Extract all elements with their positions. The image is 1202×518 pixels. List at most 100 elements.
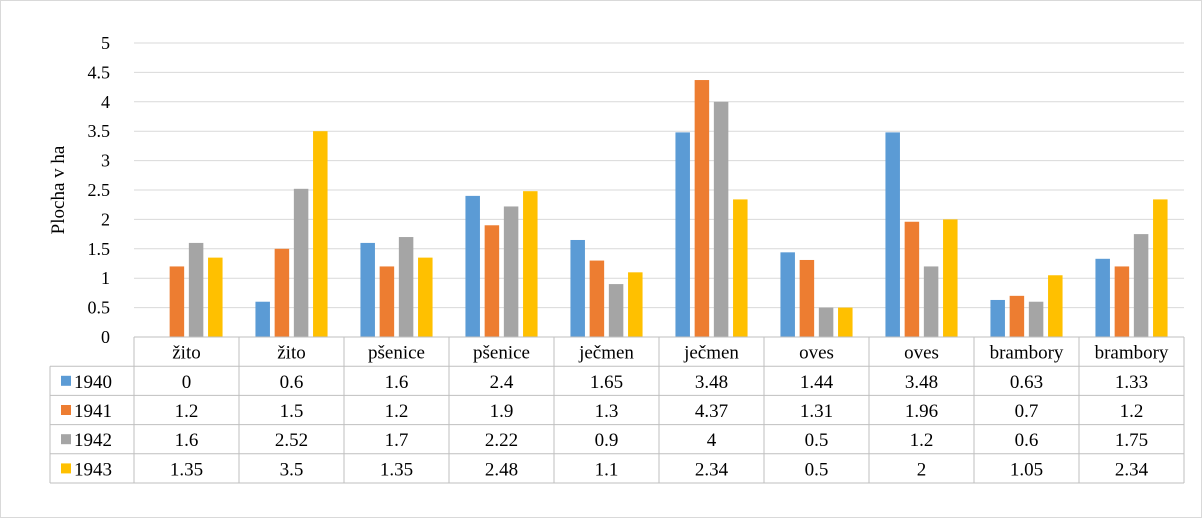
data-label: 2.4 [490,372,514,393]
legend-label: 1943 [74,459,112,480]
bar-1942-1 [188,242,204,337]
category-label: brambory [1095,343,1169,364]
legend-label: 1942 [74,430,112,451]
data-label: 3.5 [280,459,304,480]
bar-1942-8 [923,266,939,337]
data-label: 4.37 [695,401,728,422]
bar-1940-2 [255,301,270,337]
legend-key-1940 [61,375,71,386]
bar-1941-1 [169,266,185,337]
data-label: 4 [707,430,717,451]
bar-1943-3 [418,257,433,337]
category-label: ječmen [683,343,739,364]
bar-1941-2 [274,248,290,337]
bar-1941-3 [379,266,395,337]
data-label: 1.05 [1010,459,1043,480]
bar-1940-10 [1095,258,1110,337]
category-label: žito [277,343,306,364]
legend-key-1942 [61,434,71,445]
data-label: 1.2 [1120,401,1144,422]
bar-1942-3 [398,237,414,337]
bar-1942-7 [818,307,834,337]
y-tick-label: 5 [101,33,110,53]
bar-1941-6 [694,80,710,337]
bars [169,80,1168,337]
bar-1940-9 [990,299,1005,337]
data-label: 1.3 [595,401,619,422]
legend-key-1943 [61,463,71,474]
y-tick-label: 1.5 [88,239,111,259]
legend-label: 1941 [74,401,112,422]
bar-1942-2 [293,188,309,337]
data-label: 1.2 [385,401,409,422]
data-label: 1.6 [385,372,409,393]
bar-1941-5 [589,260,605,337]
data-label: 1.96 [905,401,938,422]
data-label: 1.9 [490,401,514,422]
bar-1941-10 [1114,266,1130,337]
data-label: 0.63 [1010,372,1043,393]
data-label: 0.6 [280,372,304,393]
bar-1942-10 [1133,234,1149,337]
bar-1941-8 [904,221,920,337]
bar-1943-2 [313,131,328,337]
y-tick-label: 4 [101,92,110,112]
bar-1943-7 [838,307,853,337]
bar-1943-1 [208,257,223,337]
bar-1943-6 [733,199,748,337]
data-table: žito žito pšenice pšenice ječmen ječmen oves ov… [49,336,1185,484]
y-axis-ticks: 0 0.5 1 1.5 2 2.5 3 3.5 4 4.5 5 [88,33,111,347]
y-tick-label: 0.5 [88,298,111,318]
data-label: 0.9 [595,430,619,451]
data-label: 1.1 [595,459,619,480]
y-tick-label: 4.5 [88,62,111,82]
data-label: 1.35 [170,459,203,480]
data-label: 1.7 [385,430,409,451]
bar-1943-9 [1048,275,1063,337]
data-label: 0.5 [805,430,829,451]
data-label: 1.35 [380,459,413,480]
y-axis-label: Plocha v ha [48,145,69,234]
bar-1941-9 [1009,295,1025,337]
bar-1943-10 [1153,199,1168,337]
data-label: 1.2 [910,430,934,451]
data-label: 1.65 [590,372,623,393]
data-label: 1.44 [800,372,834,393]
bar-1940-7 [780,252,795,337]
category-label: pšenice [368,343,425,364]
bar-1943-8 [943,219,958,337]
bar-1941-4 [484,225,500,337]
data-label: 1.6 [175,430,199,451]
data-label: 3.48 [695,372,728,393]
data-label: 2.22 [485,430,518,451]
bar-1942-9 [1028,301,1044,337]
data-label: 0.5 [805,459,829,480]
bar-1940-6 [675,132,690,337]
data-label: 0 [182,372,192,393]
data-label: 2.34 [1115,459,1149,480]
bar-1940-3 [360,242,375,337]
category-label: žito [172,343,201,364]
category-label: pšenice [473,343,530,364]
data-label: 1.5 [280,401,304,422]
data-label: 1.2 [175,401,199,422]
data-label: 2.48 [485,459,518,480]
data-label: 0.6 [1015,430,1039,451]
data-label: 1.31 [800,401,833,422]
y-tick-label: 2.5 [88,180,111,200]
legend-key-1941 [61,405,71,415]
bar-1942-4 [503,206,519,337]
data-label: 2 [917,459,927,480]
bar-1943-4 [523,191,538,337]
bar-1942-5 [608,284,624,337]
data-label: 3.48 [905,372,938,393]
y-tick-label: 3 [101,151,110,171]
data-label: 0.7 [1015,401,1039,422]
data-label: 2.34 [695,459,729,480]
gridlines [134,42,1184,309]
y-tick-label: 1 [101,268,110,288]
bar-1940-5 [570,239,585,337]
category-label: ječmen [578,343,634,364]
bar-1941-7 [799,259,815,337]
